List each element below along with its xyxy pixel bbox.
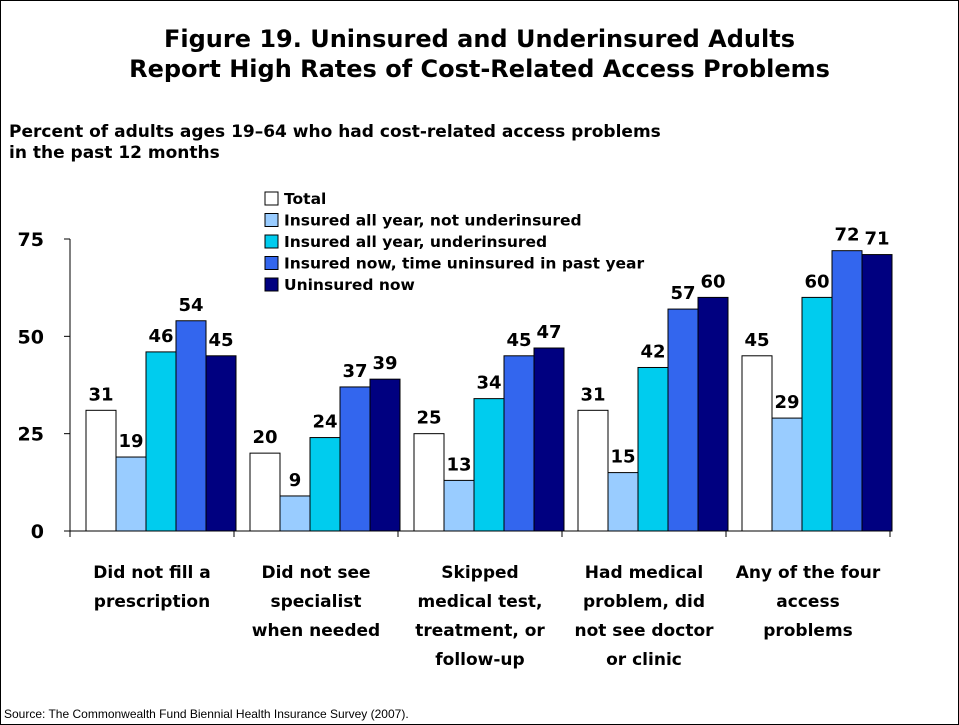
bar-value-label: 34 — [476, 373, 501, 394]
bar — [801, 296, 833, 532]
bar-value-label: 9 — [289, 470, 302, 491]
bar-value-label: 71 — [864, 229, 889, 250]
bar-value-label: 13 — [446, 454, 471, 475]
bar — [85, 409, 117, 532]
chart-title-line-1: Figure 19. Uninsured and Underinsured Ad… — [164, 25, 795, 53]
legend-label: Insured all year, not underinsured — [284, 212, 582, 230]
y-tick-label: 25 — [18, 424, 44, 446]
bar-value-label: 24 — [312, 412, 337, 433]
x-category-label: follow-up — [435, 650, 524, 670]
bar — [473, 398, 505, 532]
legend-swatch — [264, 234, 279, 249]
bar-value-label: 37 — [342, 361, 367, 382]
y-tick-label: 75 — [18, 229, 44, 251]
legend-swatch — [264, 256, 279, 270]
bar — [771, 417, 803, 532]
bar-value-label: 46 — [148, 326, 173, 347]
chart-subtitle-line-2: in the past 12 months — [9, 143, 220, 163]
chart-subtitle: Percent of adults ages 19–64 who had cos… — [9, 122, 909, 164]
bar — [205, 355, 237, 532]
x-category-label: problems — [763, 621, 853, 641]
x-category-label: Skipped — [441, 563, 518, 583]
chart-subtitle-line-1: Percent of adults ages 19–64 who had cos… — [9, 122, 661, 142]
y-tick-label: 50 — [18, 326, 44, 348]
x-category-label: Had medical — [585, 563, 703, 583]
bar — [741, 355, 773, 532]
bar-value-label: 39 — [372, 353, 397, 374]
legend-label: Insured now, time uninsured in past year — [284, 255, 645, 273]
x-category-label: treatment, or — [415, 621, 545, 641]
legend-label: Insured all year, underinsured — [284, 233, 547, 251]
bar — [667, 308, 699, 532]
x-category-label: problem, did — [583, 592, 705, 612]
y-tick-label: 0 — [31, 521, 44, 543]
bar — [577, 409, 609, 532]
x-category-label: Did not fill a — [93, 563, 211, 583]
x-category-label: when needed — [252, 621, 380, 641]
bar — [369, 378, 401, 532]
bar — [249, 452, 281, 532]
bar — [533, 347, 565, 532]
bar-value-label: 60 — [804, 271, 829, 292]
bar-value-label: 72 — [834, 225, 859, 246]
bar-value-label: 15 — [610, 447, 635, 468]
x-category-label: or clinic — [606, 650, 682, 670]
bar — [503, 355, 535, 532]
legend-swatch — [264, 191, 279, 206]
bar — [339, 386, 371, 532]
bar-value-label: 57 — [670, 283, 695, 304]
bar — [607, 472, 639, 532]
bar-value-label: 54 — [178, 295, 203, 316]
bar — [861, 254, 893, 532]
bar — [175, 320, 207, 532]
bar-value-label: 42 — [640, 341, 665, 362]
bar-value-label: 20 — [252, 427, 277, 448]
bar-value-label: 19 — [118, 431, 143, 452]
bar-value-label: 29 — [774, 392, 799, 413]
bar — [831, 250, 863, 532]
bar — [279, 495, 311, 532]
bar-value-label: 60 — [700, 271, 725, 292]
bar-value-label: 45 — [208, 330, 233, 351]
bar-value-label: 45 — [506, 330, 531, 351]
bar-value-label: 47 — [536, 322, 561, 343]
x-category-label: prescription — [94, 592, 210, 612]
bar-value-label: 45 — [744, 330, 769, 351]
bar — [115, 456, 147, 532]
legend-swatch — [264, 277, 279, 292]
x-category-label: specialist — [270, 592, 361, 612]
legend-label: Uninsured now — [284, 276, 415, 294]
bar — [413, 433, 445, 532]
x-category-label: Did not see — [261, 563, 370, 583]
bar — [637, 366, 669, 532]
x-category-label: medical test, — [418, 592, 543, 612]
x-category-label: Any of the four — [736, 563, 881, 583]
legend-swatch — [264, 213, 279, 227]
bar — [697, 296, 729, 532]
x-category-label: not see doctor — [574, 621, 714, 641]
bar-value-label: 25 — [416, 408, 441, 429]
source-note: Source: The Commonwealth Fund Biennial H… — [4, 707, 409, 721]
chart-title: Figure 19. Uninsured and Underinsured Ad… — [0, 24, 959, 84]
bar — [309, 437, 341, 532]
chart-title-line-2: Report High Rates of Cost-Related Access… — [129, 55, 830, 83]
legend-label: Total — [284, 190, 326, 208]
bar-value-label: 31 — [580, 384, 605, 405]
x-category-label: access — [776, 592, 839, 612]
bar — [145, 351, 177, 532]
bar-value-label: 31 — [88, 384, 113, 405]
bar — [443, 479, 475, 532]
